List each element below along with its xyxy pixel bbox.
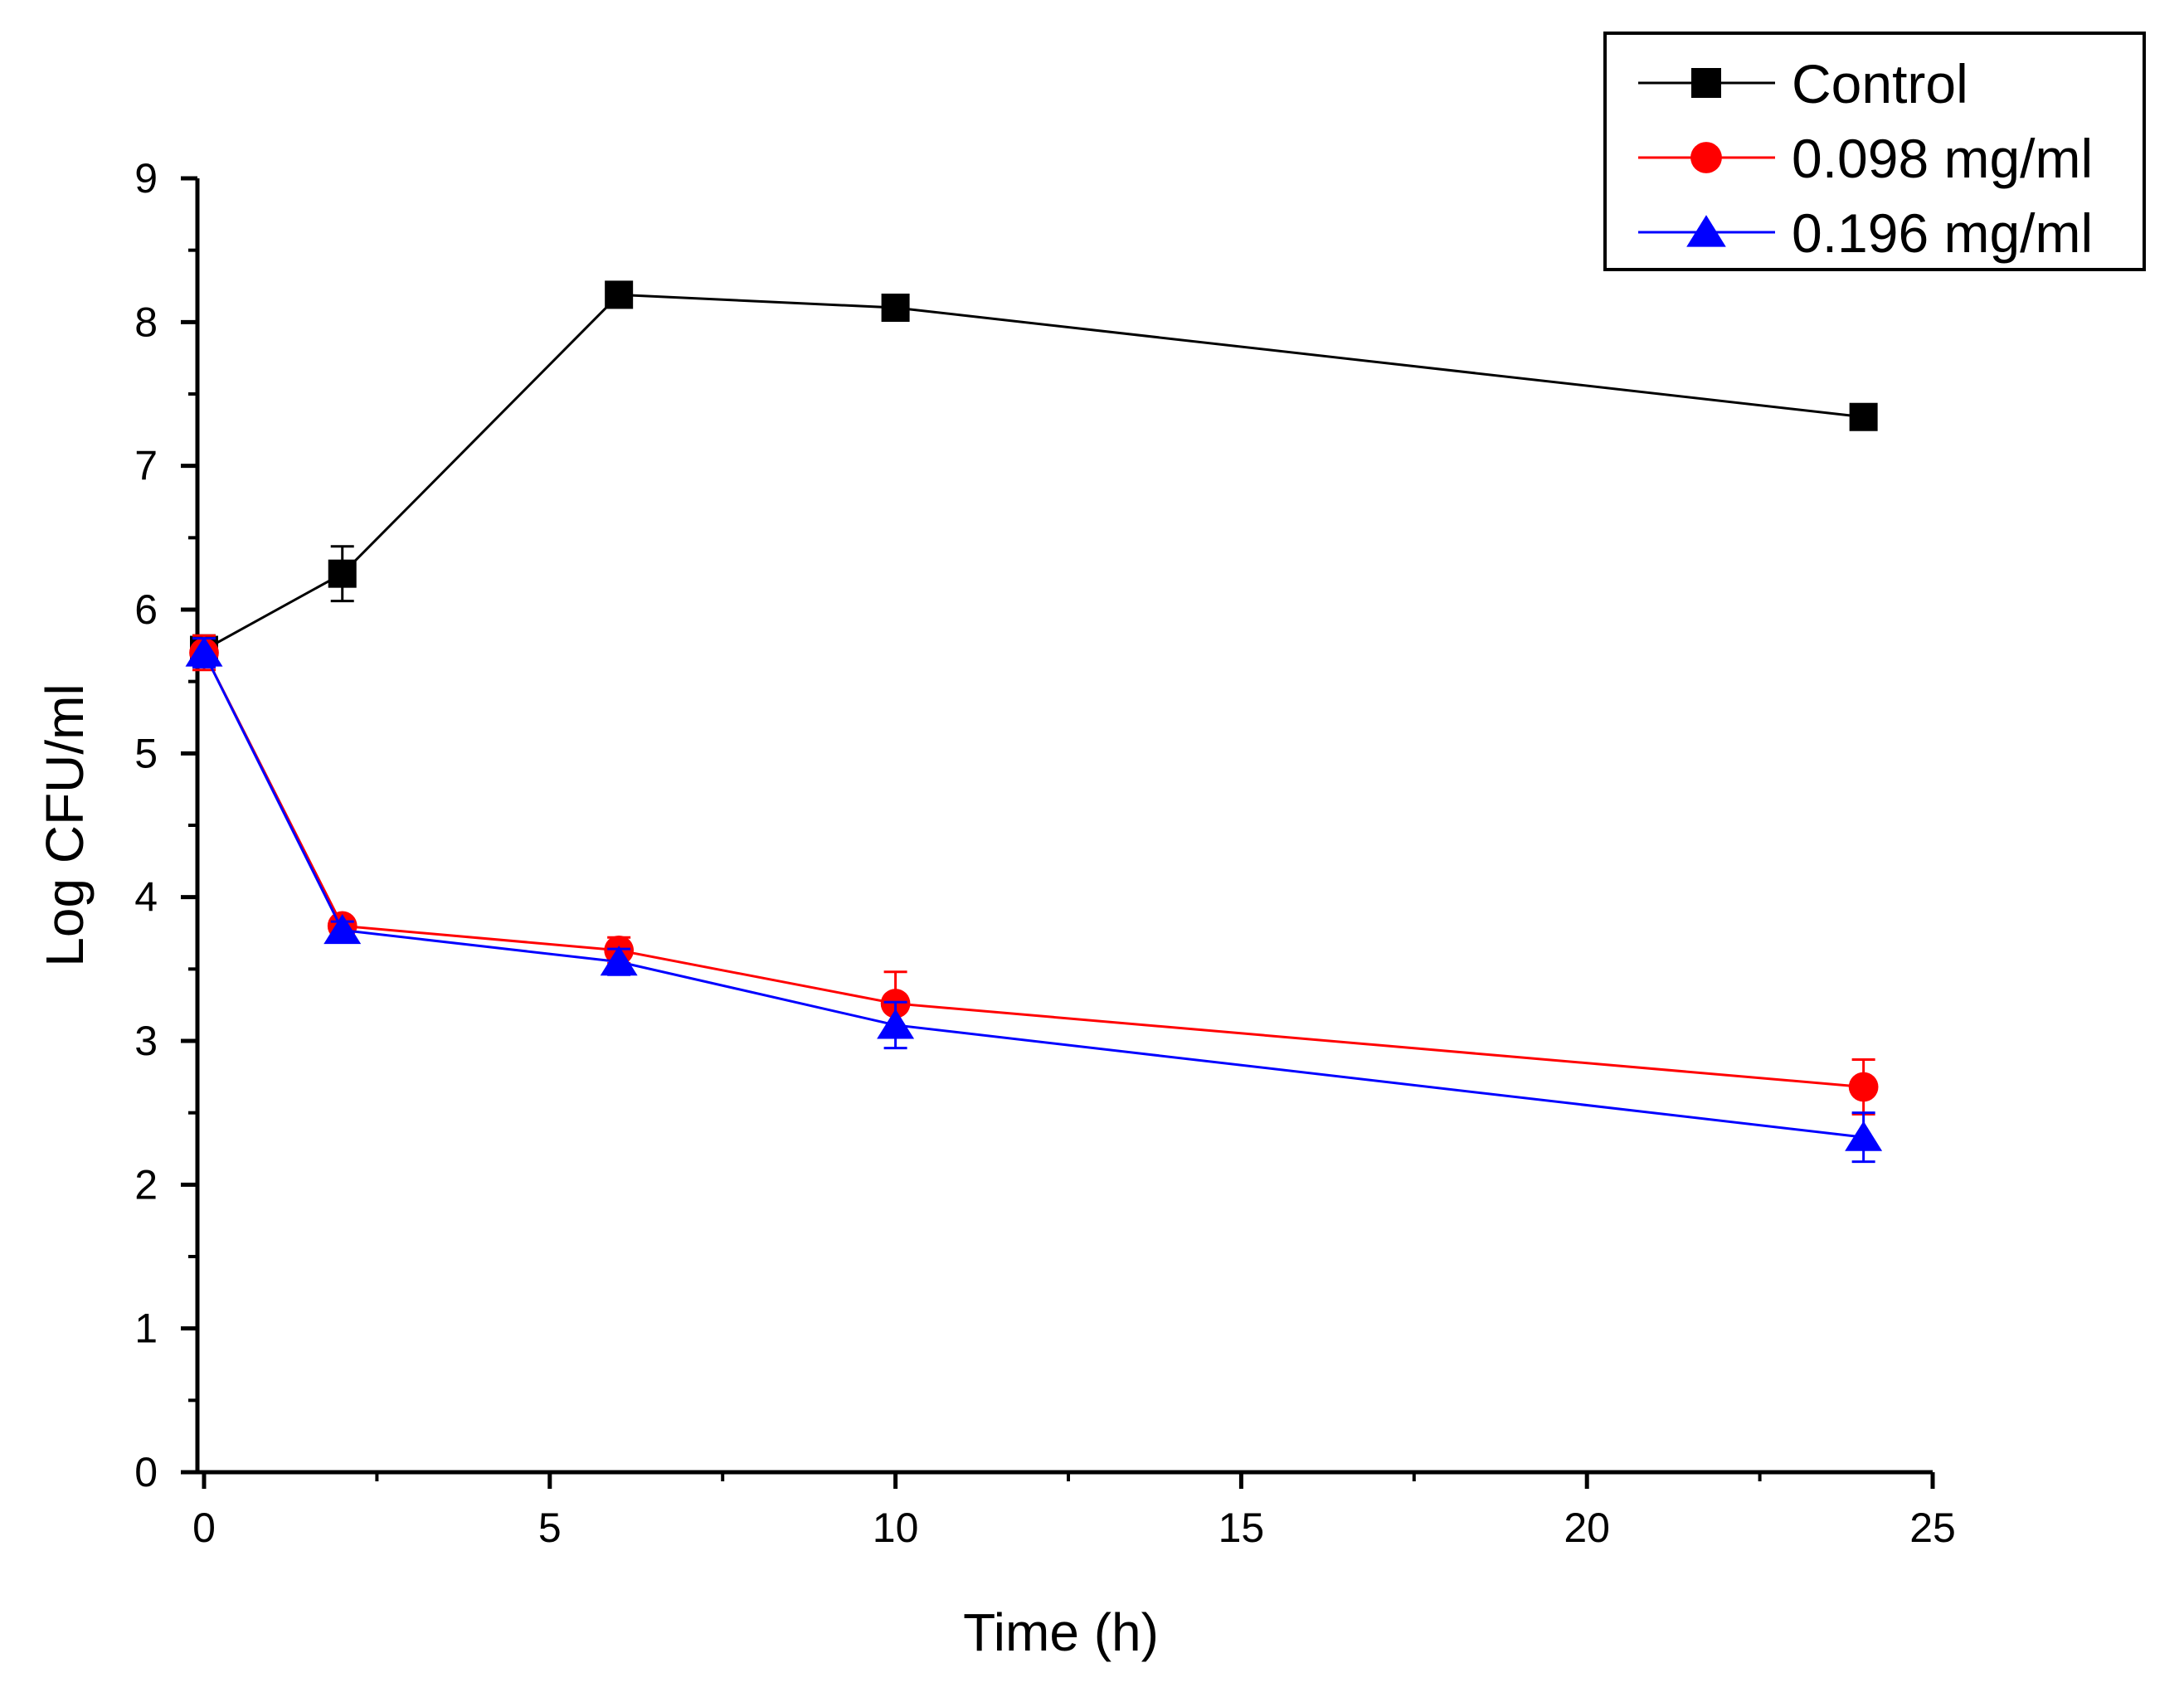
x-tick-label: 15 — [1218, 1505, 1265, 1551]
data-point — [1849, 402, 1878, 431]
y-tick-label: 7 — [134, 443, 158, 489]
legend-label: 0.098 mg/ml — [1792, 128, 2093, 189]
series-line — [202, 652, 1864, 1088]
series-2 — [185, 636, 1883, 1164]
y-axis-title: Log CFU/ml — [35, 683, 95, 966]
legend-marker — [1691, 68, 1721, 98]
axes: 0 1 2 3 4 5 6 7 8 9 0 5 10 15 20 25 Time (h) Log CFU/ml — [35, 155, 1956, 1662]
data-point — [881, 294, 910, 322]
data-point — [605, 280, 634, 309]
series-0 — [190, 280, 1878, 666]
data-point — [185, 636, 223, 667]
x-tick-label: 5 — [538, 1505, 562, 1551]
y-tick-label: 4 — [134, 874, 158, 921]
series-1 — [189, 634, 1879, 1116]
legend-label: 0.196 mg/ml — [1792, 202, 2093, 264]
data-point — [323, 913, 362, 945]
legend-marker — [1686, 215, 1726, 247]
series-line — [203, 293, 1864, 651]
y-tick-label: 6 — [134, 586, 158, 633]
x-tick-label: 0 — [192, 1505, 216, 1551]
y-tick-label: 5 — [134, 730, 158, 776]
data-point — [1848, 1072, 1879, 1102]
data-point — [1845, 1121, 1883, 1151]
data-point — [877, 1009, 915, 1039]
y-tick-label: 3 — [134, 1018, 158, 1064]
legend-label: Control — [1792, 53, 1968, 114]
series-layer — [185, 280, 1883, 1164]
y-tick-label: 8 — [134, 299, 158, 345]
legend: Control 0.098 mg/ml 0.196 mg/ml — [1603, 32, 2146, 271]
y-tick-label: 0 — [134, 1449, 158, 1495]
x-tick-label: 10 — [873, 1505, 919, 1551]
data-point — [328, 559, 357, 588]
x-tick-label: 25 — [1909, 1505, 1956, 1551]
data-point — [600, 946, 638, 976]
x-tick-label: 20 — [1564, 1505, 1610, 1551]
legend-marker — [1690, 142, 1722, 173]
x-axis-title: Time (h) — [963, 1602, 1159, 1662]
y-tick-label: 1 — [134, 1305, 158, 1352]
y-tick-label: 9 — [134, 155, 158, 202]
y-tick-label: 2 — [134, 1161, 158, 1208]
